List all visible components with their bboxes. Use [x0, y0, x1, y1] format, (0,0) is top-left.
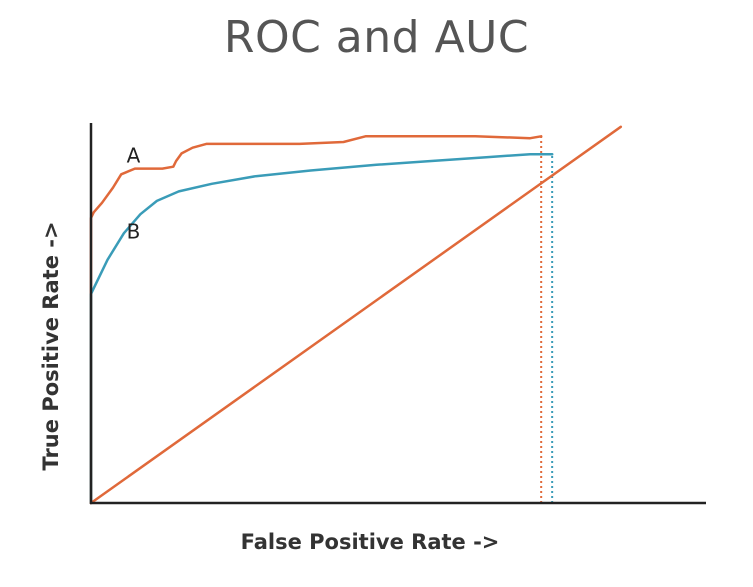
curve-label-a: A [127, 144, 141, 168]
curve-label-b: B [127, 220, 141, 244]
chart-title: ROC and AUC [223, 12, 530, 63]
diagonal-baseline [89, 125, 623, 505]
y-axis-label: True Positive Rate -> [39, 221, 63, 471]
curves-layer [89, 125, 623, 505]
axes [89, 123, 706, 505]
annotations-layer: AB [127, 144, 141, 244]
x-axis-label: False Positive Rate -> [240, 530, 500, 554]
roc-curve-b [89, 152, 554, 505]
roc-curve-a [89, 135, 543, 505]
